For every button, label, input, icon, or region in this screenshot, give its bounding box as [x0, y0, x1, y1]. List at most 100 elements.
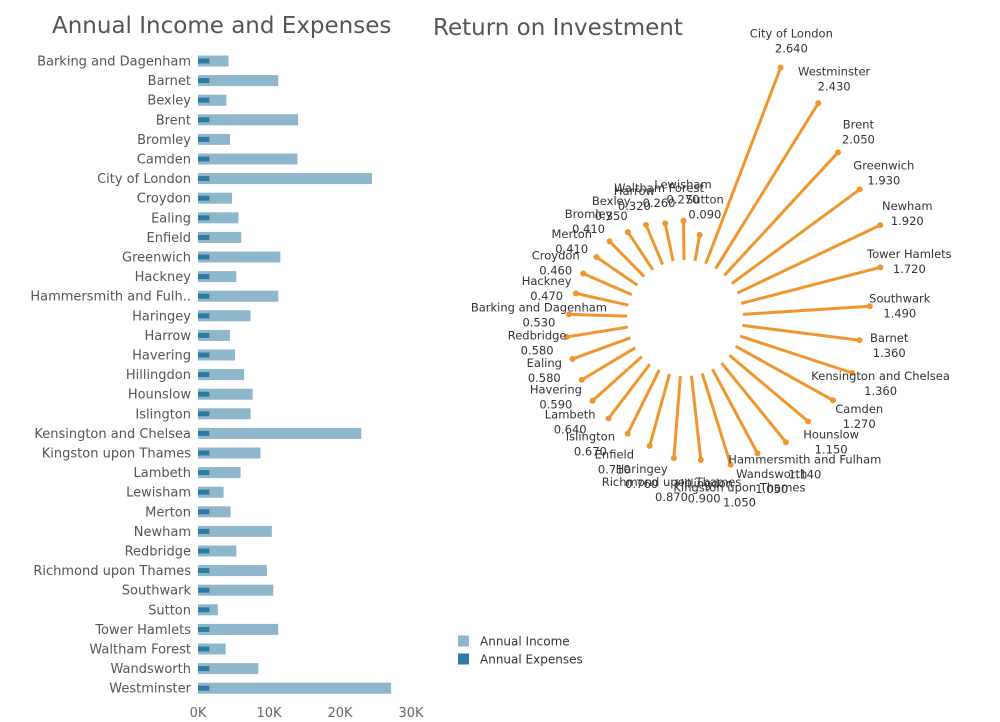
roi-value-label: 0.580 — [528, 371, 561, 385]
income-bar — [198, 427, 362, 439]
income-bar — [198, 75, 279, 87]
roi-spoke — [681, 220, 686, 261]
roi-spoke — [700, 372, 733, 466]
income-bar — [198, 349, 235, 361]
roi-spoke — [693, 234, 702, 262]
expense-bar — [198, 489, 210, 495]
category-label: Harrow — [144, 329, 191, 344]
legend: Annual Income Annual Expenses — [458, 635, 583, 667]
x-tick-label: 30K — [398, 706, 424, 721]
roi-point — [849, 369, 856, 376]
roi-category-label: Richmond upon Thames — [602, 475, 741, 489]
roi-spoke — [591, 355, 643, 402]
category-label: Hounslow — [128, 388, 192, 403]
roi-value-label: 1.140 — [788, 468, 821, 482]
roi-point — [877, 264, 884, 271]
category-label: Westminster — [109, 682, 191, 697]
roi-category-label: Redbridge — [508, 329, 567, 343]
income-bar — [198, 329, 230, 341]
roi-value-label: 0.410 — [572, 222, 605, 236]
legend-swatch — [458, 635, 469, 647]
income-bar — [198, 251, 281, 263]
roi-spoke — [566, 325, 628, 339]
roi-category-label: Harrow — [614, 184, 655, 198]
roi-value-label: 1.360 — [864, 384, 897, 398]
roi-value-label: 1.490 — [883, 306, 916, 320]
roi-point — [662, 220, 669, 227]
expense-bar — [198, 528, 210, 534]
roi-point — [606, 238, 613, 245]
income-bar — [198, 663, 259, 675]
roi-category-label: Lambeth — [545, 408, 596, 422]
roi-point — [593, 254, 600, 261]
expense-bar — [198, 450, 210, 456]
category-label: Southwark — [122, 584, 192, 599]
roi-category-label: Greenwich — [853, 159, 914, 173]
income-bar — [198, 212, 239, 224]
category-label: Wandsworth — [110, 662, 191, 677]
expense-bar — [198, 411, 210, 417]
income-bar — [198, 290, 279, 302]
roi-value-label: 0.260 — [643, 196, 676, 210]
category-label: Camden — [137, 153, 191, 168]
roi-point — [777, 64, 784, 71]
roi-spoke — [626, 369, 661, 435]
expense-bar — [198, 666, 210, 672]
roi-point — [565, 311, 572, 318]
expense-bar — [198, 470, 210, 476]
expense-bar — [198, 313, 210, 319]
income-bar — [198, 565, 267, 577]
category-label: Hillingdon — [126, 368, 191, 383]
roi-category-label: Ealing — [527, 356, 562, 370]
roi-category-label: Waltham Forest — [614, 181, 704, 195]
income-bar — [198, 584, 274, 596]
roi-chart-title: Return on Investment — [433, 15, 683, 41]
roi-spoke — [648, 373, 671, 447]
category-label: Lambeth — [134, 466, 191, 481]
roi-value-label: 1.050 — [755, 482, 788, 496]
expense-bar — [198, 332, 210, 338]
category-label: Bexley — [147, 94, 191, 109]
income-bar — [198, 447, 261, 459]
roi-spoke — [704, 67, 783, 265]
roi-value-label: 0.410 — [555, 242, 588, 256]
income-bar — [198, 133, 230, 145]
roi-value-label: 0.320 — [618, 199, 651, 213]
category-label: Merton — [145, 505, 191, 520]
category-label: Brent — [156, 113, 191, 128]
category-label: Ealing — [151, 211, 191, 226]
roi-value-label: 0.460 — [539, 263, 572, 277]
roi-value-label: 1.720 — [893, 262, 926, 276]
roi-value-label: 1.050 — [723, 495, 756, 509]
roi-value-label: 2.050 — [842, 132, 875, 146]
category-label: Barking and Dagenham — [37, 55, 191, 70]
category-label: Richmond upon Thames — [33, 564, 191, 579]
income-bar — [198, 486, 224, 498]
roi-point — [856, 337, 863, 344]
category-label: City of London — [97, 172, 191, 187]
expense-bar — [198, 430, 210, 436]
roi-category-label: Enfield — [595, 448, 634, 462]
category-label: Bromley — [137, 133, 191, 148]
roi-spoke — [575, 291, 629, 307]
roi-category-label: Westminster — [798, 65, 871, 79]
x-tick-label: 0K — [190, 706, 207, 721]
roi-point — [782, 439, 789, 446]
roi-value-label: 0.090 — [688, 207, 721, 221]
roi-spoke — [742, 323, 860, 342]
roi-value-label: 0.640 — [554, 423, 587, 437]
roi-point — [563, 333, 570, 340]
income-bar — [198, 173, 372, 185]
roi-point — [727, 461, 734, 468]
category-label: Kingston upon Thames — [42, 447, 191, 462]
category-label: Hammersmith and Fulh.. — [30, 290, 191, 305]
roi-category-label: Hammersmith and Fulham — [728, 453, 881, 467]
income-bar — [198, 545, 237, 557]
income-bar — [198, 408, 251, 420]
roi-category-label: Havering — [530, 382, 582, 396]
roi-spoke — [568, 312, 628, 318]
category-label: Kensington and Chelsea — [34, 427, 191, 442]
roi-spoke — [711, 368, 759, 455]
expense-bar — [198, 391, 210, 397]
